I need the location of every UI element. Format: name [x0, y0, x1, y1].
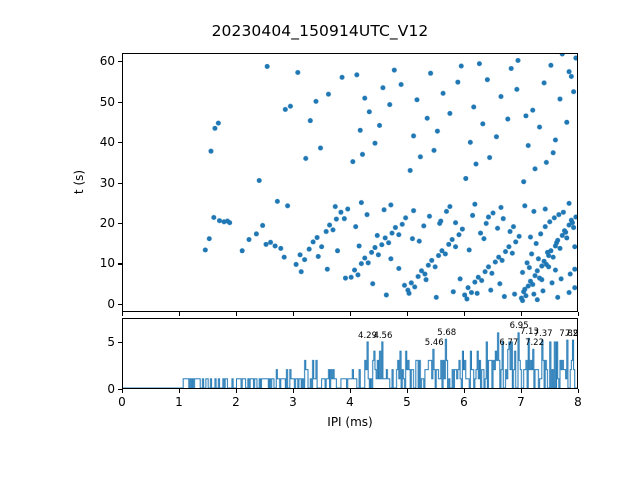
histogram-peak-label: 7.22 — [525, 338, 544, 349]
x-tick-mark — [464, 312, 466, 316]
x-tick-mark — [521, 312, 523, 316]
y-tick-mark — [118, 263, 122, 265]
histogram-canvas — [123, 319, 577, 388]
peak-annotation-layer: 4.29 4.56 5.46 5.68 6.77 6.95 7.13 7.22 7.37 7.82… — [123, 319, 577, 388]
scatter-plot-canvas — [123, 54, 577, 311]
y-tick-mark — [118, 101, 122, 103]
y-tick-label: 30 — [99, 175, 115, 190]
hist-y-tick-mark — [118, 389, 122, 391]
y-tick-mark — [118, 303, 122, 305]
histogram-peak-label: 6.77 — [499, 338, 519, 349]
histogram-peak-label: 6.95 — [509, 321, 529, 332]
y-tick-label: 10 — [99, 256, 115, 271]
scatter-axes — [122, 53, 578, 312]
hist-y-tick-label: 0 — [107, 382, 115, 396]
y-tick-mark — [118, 222, 122, 225]
x-tick-mark — [179, 312, 181, 316]
hist-x-tick-label: 1 — [175, 395, 183, 409]
y-tick-label: 0 — [107, 296, 115, 311]
histogram-peak-label: 5.46 — [424, 338, 444, 349]
x-tick-mark — [578, 312, 580, 316]
hist-x-tick-label: 0 — [118, 395, 126, 409]
histogram-peak-label: 4.56 — [373, 330, 393, 341]
x-tick-mark — [407, 312, 409, 316]
hist-x-tick-mark — [236, 389, 238, 393]
hist-x-tick-mark — [179, 389, 181, 393]
y-tick-mark — [118, 142, 122, 144]
hist-x-tick-label: 3 — [289, 395, 297, 409]
figure-title: 20230404_150914UTC_V12 — [211, 22, 429, 40]
hist-x-tick-mark — [293, 389, 295, 393]
hist-x-tick-label: 4 — [346, 395, 354, 409]
hist-x-tick-mark — [350, 389, 352, 393]
hist-x-tick-mark — [122, 389, 124, 393]
y-tick-mark — [118, 182, 122, 184]
hist-y-tick-label: 5 — [107, 334, 115, 349]
y-tick-label: 60 — [99, 54, 115, 69]
x-tick-mark — [122, 312, 124, 316]
hist-x-tick-mark — [464, 389, 466, 393]
y-tick-mark — [118, 61, 122, 63]
histogram-axes: 4.29 4.56 5.46 5.68 6.77 6.95 7.13 7.22 7.37 7.82… — [122, 318, 578, 389]
hist-x-tick-label: 8 — [574, 395, 582, 409]
y-tick-label: 40 — [99, 135, 115, 150]
bottom-axis-xlabel: IPI (ms) — [327, 415, 373, 429]
y-tick-label: 20 — [99, 215, 115, 230]
hist-x-tick-mark — [521, 389, 523, 393]
x-tick-mark — [236, 312, 238, 316]
hist-x-tick-label: 2 — [232, 395, 240, 409]
hist-x-tick-mark — [578, 389, 580, 393]
x-tick-mark — [350, 312, 352, 316]
hist-x-tick-label: 7 — [517, 395, 525, 409]
y-tick-label: 50 — [99, 94, 115, 109]
histogram-peak-label: 7.82 — [559, 328, 578, 339]
histogram-peak-label: 7.13 — [519, 326, 539, 337]
histogram-peak-label: 5.68 — [437, 327, 457, 338]
histogram-peak-label: 7.37 — [533, 328, 553, 339]
x-tick-mark — [293, 312, 295, 316]
hist-x-tick-label: 6 — [460, 395, 468, 409]
hist-y-tick-mark — [118, 341, 122, 343]
histogram-peak-label: 4.29 — [358, 330, 377, 341]
hist-x-tick-mark — [407, 389, 409, 393]
hist-x-tick-label: 5 — [403, 395, 411, 409]
histogram-peak-label: 7.92 — [564, 328, 578, 339]
